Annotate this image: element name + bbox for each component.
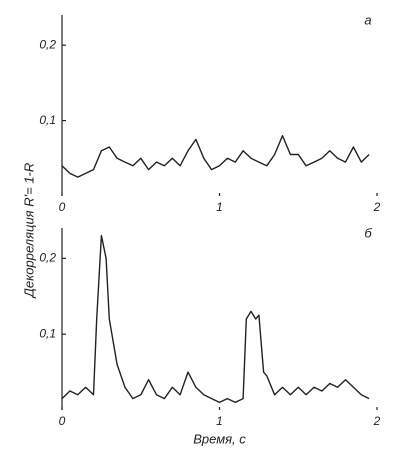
y-axis-label: Декорреляция R'= 1-R <box>21 163 36 300</box>
x-axis-label: Время, с <box>193 431 246 446</box>
y-tick-label: 0,2 <box>39 37 56 51</box>
x-tick-label: 1 <box>216 414 223 428</box>
y-tick-label: 0,2 <box>39 251 56 265</box>
y-tick-label: 0,1 <box>39 326 56 340</box>
x-tick-label: 1 <box>216 200 223 214</box>
data-line <box>61 234 370 404</box>
x-tick-label: 0 <box>59 414 66 428</box>
x-tick-label: 2 <box>373 200 381 214</box>
y-tick-label: 0,1 <box>39 113 56 127</box>
panel-label: а <box>364 12 371 27</box>
x-tick-label: 2 <box>373 414 381 428</box>
data-line <box>61 135 370 178</box>
x-tick-label: 0 <box>59 200 66 214</box>
panel-label: б <box>364 225 372 240</box>
